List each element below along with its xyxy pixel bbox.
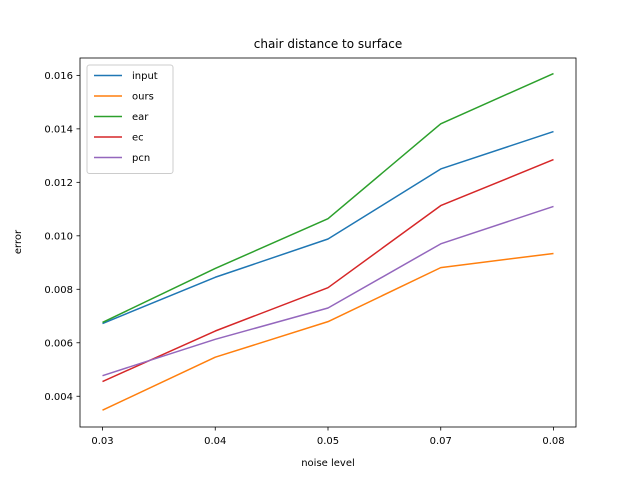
legend-label-ours: ours (132, 92, 154, 103)
y-axis-label: error (13, 229, 24, 254)
x-tick-label: 0.03 (91, 436, 113, 447)
y-tick-label: 0.008 (44, 285, 73, 296)
x-tick-label: 0.05 (317, 436, 339, 447)
series-line-ours (102, 252, 554, 411)
chart-title: chair distance to surface (254, 37, 403, 51)
legend-box (86, 64, 174, 174)
x-axis: 0.03 0.04 0.05 0.07 0.08 (91, 427, 565, 447)
x-tick-label: 0.08 (542, 436, 564, 447)
series-layer (102, 72, 554, 411)
y-axis: 0.004 0.006 0.008 0.010 0.012 0.014 0.016 (44, 71, 80, 403)
legend-label-input: input (132, 71, 158, 82)
x-tick-label: 0.07 (430, 436, 452, 447)
y-tick-label: 0.004 (44, 392, 73, 403)
series-line-ear (102, 72, 554, 324)
series-line-input (102, 130, 554, 325)
series-line-pcn (102, 205, 554, 377)
y-tick-label: 0.010 (44, 231, 73, 242)
y-tick-label: 0.012 (44, 178, 73, 189)
legend-label-ear: ear (132, 112, 149, 123)
y-tick-label: 0.006 (44, 338, 73, 349)
legend-label-pcn: pcn (132, 153, 150, 164)
y-tick-label: 0.014 (44, 124, 73, 135)
legend-label-ec: ec (132, 133, 144, 144)
x-tick-label: 0.04 (204, 436, 226, 447)
legend: input ours ear ec pcn (86, 64, 174, 174)
y-tick-label: 0.016 (44, 71, 73, 82)
series-line-ec (102, 158, 554, 383)
x-axis-label: noise level (301, 458, 355, 469)
